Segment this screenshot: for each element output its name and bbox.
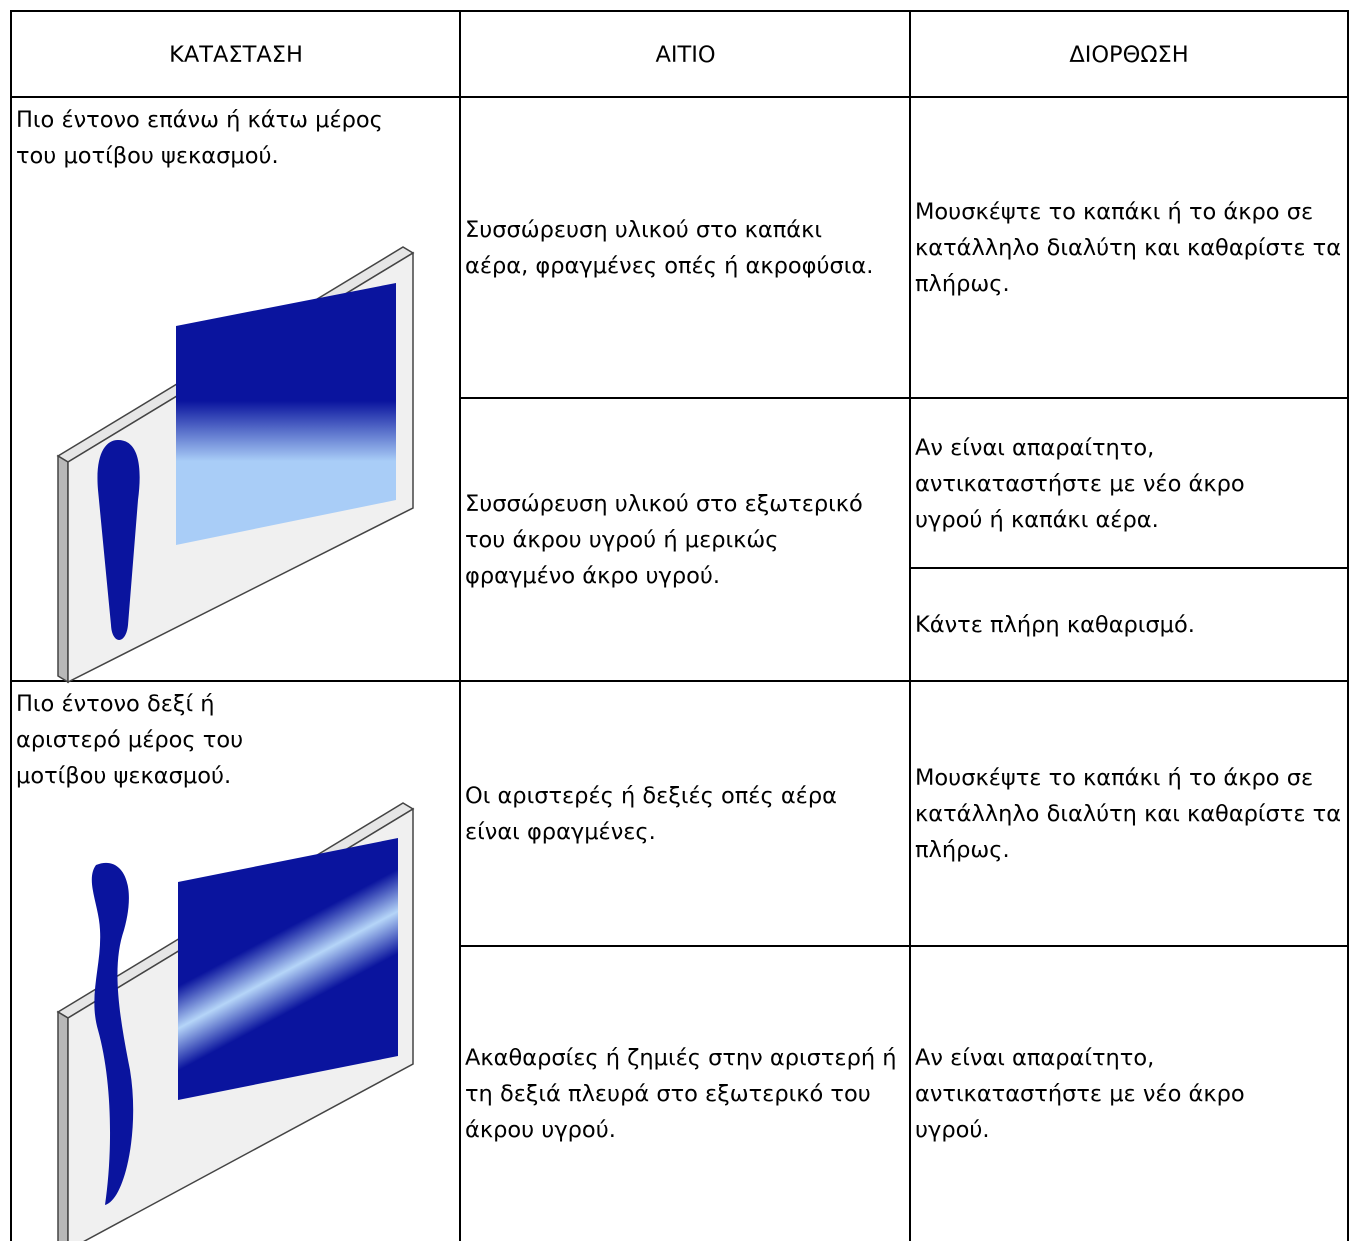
fix-cell: Αν είναι απαραίτητο, αντικαταστήστε με ν… xyxy=(909,945,1349,1241)
cause-cell: Συσσώρευση υλικού στο εξωτερικό του άκρο… xyxy=(459,397,910,681)
fix-cell: Αν είναι απαραίτητο, αντικαταστήστε με ν… xyxy=(909,397,1349,568)
fix-text: Αν είναι απαραίτητο, αντικαταστήστε με ν… xyxy=(915,434,1245,533)
header-cell: ΚΑΤΑΣΤΑΣΗ xyxy=(10,10,460,97)
cause-text: Συσσώρευση υλικού στο εξωτερικό του άκρο… xyxy=(465,491,863,589)
header-text: ΚΑΤΑΣΤΑΣΗ xyxy=(169,41,303,68)
condition-text: Πιο έντονο δεξί ή αριστερό μέρος του μοτ… xyxy=(16,691,244,789)
header-cell: ΔΙΟΡΘΩΣΗ xyxy=(909,10,1349,97)
fix-text: Μουσκέψτε το καπάκι ή το άκρο σε κατάλλη… xyxy=(915,199,1342,297)
fix-cell: Μουσκέψτε το καπάκι ή το άκρο σε κατάλλη… xyxy=(909,680,1349,946)
cause-text: Οι αριστερές ή δεξιές οπές αέρα είναι φρ… xyxy=(465,783,837,845)
fix-text: Κάντε πλήρη καθαρισμό. xyxy=(915,612,1195,638)
cause-text: Συσσώρευση υλικού στο καπάκι αέρα, φραγμ… xyxy=(465,217,874,279)
condition-cell: Πιο έντονο επάνω ή κάτω μέρος του μοτίβο… xyxy=(10,96,460,681)
condition-cell: Πιο έντονο δεξί ή αριστερό μέρος του μοτ… xyxy=(10,680,460,1241)
cause-cell: Συσσώρευση υλικού στο καπάκι αέρα, φραγμ… xyxy=(459,96,910,398)
condition-text: Πιο έντονο επάνω ή κάτω μέρος του μοτίβο… xyxy=(16,107,383,169)
cause-cell: Ακαθαρσίες ή ζημιές στην αριστερή ή τη δ… xyxy=(459,945,910,1241)
header-text: ΔΙΟΡΘΩΣΗ xyxy=(1069,41,1189,68)
fix-text: Αν είναι απαραίτητο, αντικαταστήστε με ν… xyxy=(915,1045,1245,1143)
fix-cell: Μουσκέψτε το καπάκι ή το άκρο σε κατάλλη… xyxy=(909,96,1349,398)
fix-text: Μουσκέψτε το καπάκι ή το άκρο σε κατάλλη… xyxy=(915,765,1342,863)
header-cell: ΑΙΤΙΟ xyxy=(459,10,910,97)
fix-cell: Κάντε πλήρη καθαρισμό. xyxy=(909,567,1349,681)
header-text: ΑΙΤΙΟ xyxy=(655,41,716,68)
cause-text: Ακαθαρσίες ή ζημιές στην αριστερή ή τη δ… xyxy=(465,1045,897,1143)
cause-cell: Οι αριστερές ή δεξιές οπές αέρα είναι φρ… xyxy=(459,680,910,946)
